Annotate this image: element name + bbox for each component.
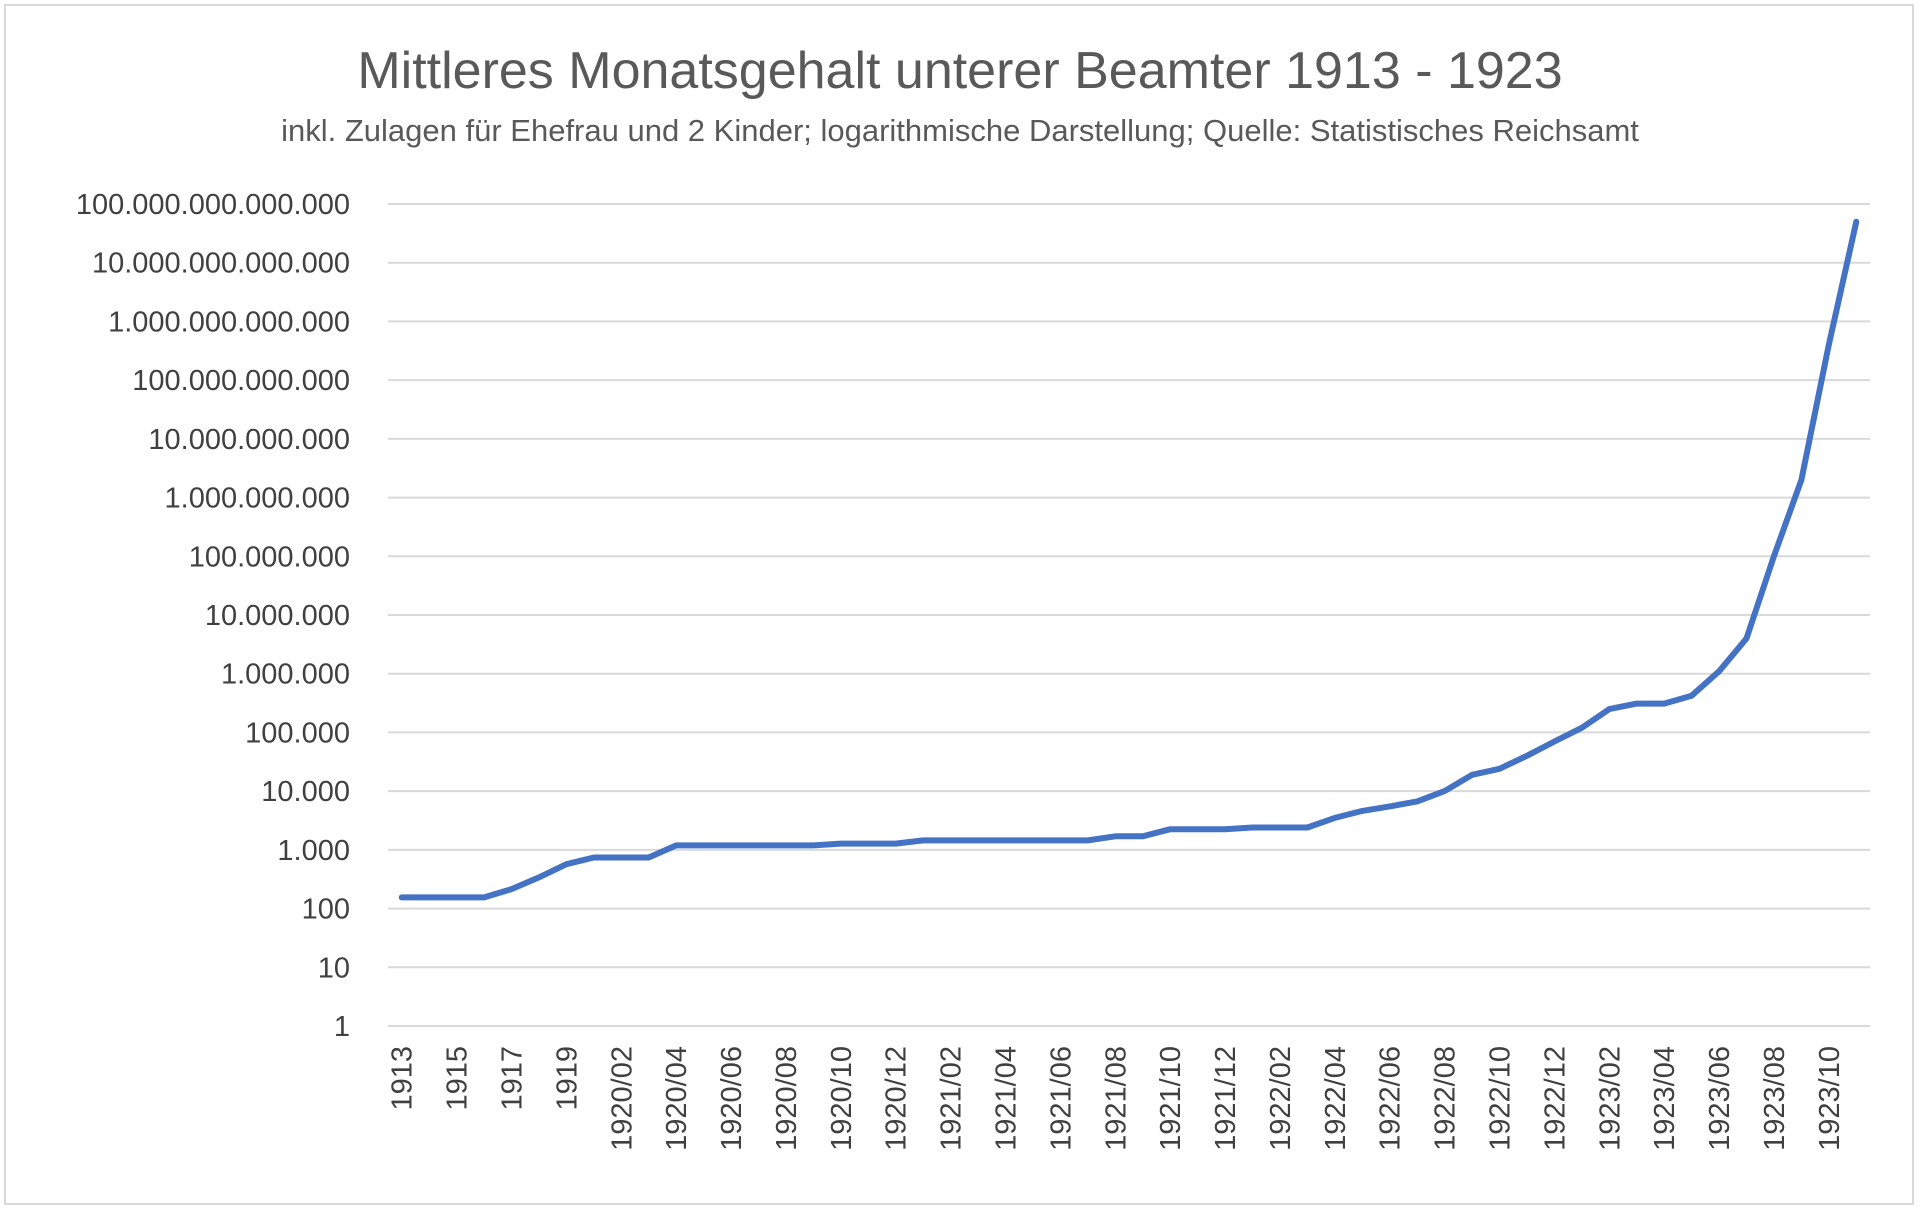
x-tick-label: 1920/06 bbox=[716, 1046, 748, 1151]
x-tick-label: 1922/02 bbox=[1265, 1046, 1297, 1151]
y-tick-label: 1 bbox=[334, 1011, 350, 1043]
y-tick-label: 100.000 bbox=[245, 717, 350, 749]
chart-title: Mittleres Monatsgehalt unterer Beamter 1… bbox=[357, 42, 1562, 100]
gridlines bbox=[388, 203, 1870, 1027]
x-tick-label: 1920/08 bbox=[771, 1046, 803, 1151]
y-tick-label: 10.000 bbox=[261, 776, 350, 808]
y-tick-label: 10.000.000.000.000 bbox=[92, 248, 350, 280]
x-tick-label: 1922/12 bbox=[1539, 1046, 1571, 1151]
x-tick-label: 1920/10 bbox=[826, 1046, 858, 1151]
y-tick-label: 10.000.000.000 bbox=[148, 424, 350, 456]
x-tick-label: 1922/10 bbox=[1485, 1046, 1517, 1151]
x-tick-label: 1913 bbox=[387, 1046, 419, 1111]
y-tick-label: 1.000.000 bbox=[221, 659, 350, 691]
x-tick-label: 1917 bbox=[497, 1046, 529, 1111]
x-axis-ticks: 1913 1915 1917 1919 1920/02 1920/04 1920/06 192… bbox=[387, 1046, 1846, 1151]
y-tick-label: 100 bbox=[302, 894, 350, 926]
x-tick-label: 1923/06 bbox=[1704, 1046, 1736, 1151]
series-layer bbox=[398, 218, 1860, 901]
y-tick-label: 100.000.000.000.000 bbox=[76, 189, 350, 221]
x-tick-label: 1920/12 bbox=[881, 1046, 913, 1151]
y-tick-label: 1.000 bbox=[277, 835, 350, 867]
y-tick-label: 1.000.000.000 bbox=[165, 483, 350, 515]
x-tick-label: 1920/04 bbox=[661, 1046, 693, 1151]
x-tick-label: 1921/04 bbox=[991, 1046, 1023, 1151]
x-tick-label: 1922/04 bbox=[1320, 1046, 1352, 1151]
x-tick-label: 1923/02 bbox=[1594, 1046, 1626, 1151]
x-tick-label: 1922/06 bbox=[1375, 1046, 1407, 1151]
y-tick-label: 100.000.000.000 bbox=[132, 365, 350, 397]
x-tick-label: 1922/08 bbox=[1430, 1046, 1462, 1151]
y-tick-label: 1.000.000.000.000 bbox=[108, 306, 350, 338]
y-tick-label: 10 bbox=[318, 952, 350, 984]
x-tick-label: 1923/08 bbox=[1759, 1046, 1791, 1151]
x-tick-label: 1920/02 bbox=[606, 1046, 638, 1151]
x-tick-label: 1921/06 bbox=[1045, 1046, 1077, 1151]
x-tick-label: 1915 bbox=[442, 1046, 474, 1111]
x-tick-label: 1921/10 bbox=[1155, 1046, 1187, 1151]
x-tick-label: 1921/08 bbox=[1100, 1046, 1132, 1151]
x-tick-label: 1923/10 bbox=[1814, 1046, 1846, 1151]
chart-subtitle: inkl. Zulagen für Ehefrau und 2 Kinder; … bbox=[281, 113, 1639, 148]
x-tick-label: 1919 bbox=[551, 1046, 583, 1111]
x-tick-label: 1921/12 bbox=[1210, 1046, 1242, 1151]
x-tick-label: 1921/02 bbox=[936, 1046, 968, 1151]
x-tick-label: 1923/04 bbox=[1649, 1046, 1681, 1151]
series-line bbox=[398, 218, 1860, 901]
y-axis-ticks: 1 10 100 1.000 10.000 100.000 1.000.000 10.000.… bbox=[76, 189, 350, 1043]
y-tick-label: 10.000.000 bbox=[205, 600, 350, 632]
y-tick-label: 100.000.000 bbox=[189, 541, 350, 573]
